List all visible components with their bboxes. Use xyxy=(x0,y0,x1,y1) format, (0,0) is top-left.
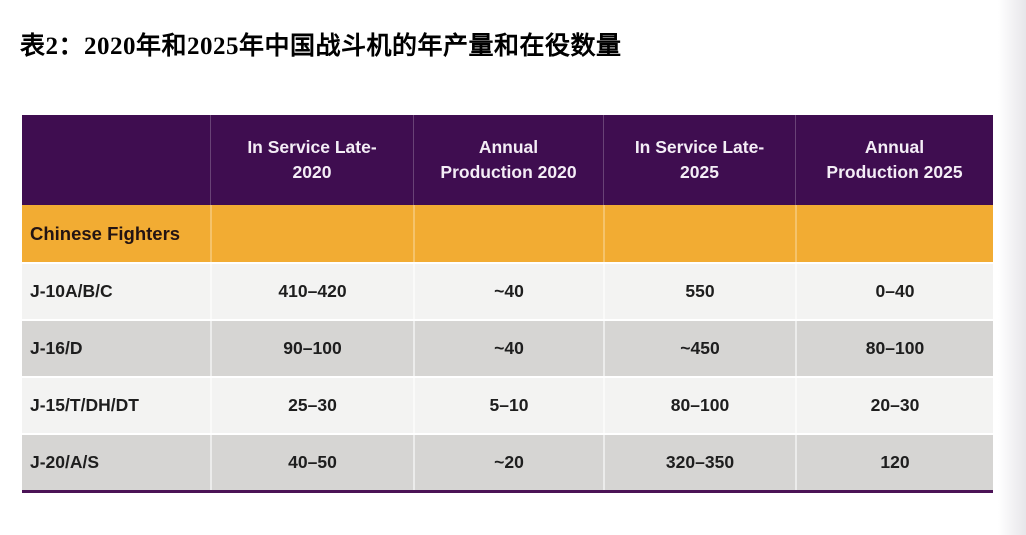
header-line: Annual xyxy=(478,137,539,157)
header-line: In Service Late- xyxy=(247,137,377,157)
cell-value: ~450 xyxy=(603,321,795,376)
cell-value: 20–30 xyxy=(795,378,993,433)
table-row: J-20/A/S 40–50 ~20 320–350 120 xyxy=(22,433,993,490)
fighters-table: In Service Late- 2020 Annual Production … xyxy=(22,115,993,493)
section-label: Chinese Fighters xyxy=(30,222,181,244)
header-cell-blank xyxy=(22,115,210,205)
header-line: 2025 xyxy=(680,162,719,182)
header-line: Production 2020 xyxy=(440,162,577,182)
cell-value: 550 xyxy=(603,264,795,319)
cell-value: 80–100 xyxy=(603,378,795,433)
cell-value: 320–350 xyxy=(603,435,795,490)
cell-value: ~40 xyxy=(413,264,603,319)
cell-value: 410–420 xyxy=(210,264,413,319)
table-row: J-10A/B/C 410–420 ~40 550 0–40 xyxy=(22,262,993,319)
cell-value: 120 xyxy=(795,435,993,490)
cell-value: 5–10 xyxy=(413,378,603,433)
table-row: J-16/D 90–100 ~40 ~450 80–100 xyxy=(22,319,993,376)
header-line: Annual xyxy=(864,137,925,157)
cell-value: 90–100 xyxy=(210,321,413,376)
cell-value: 40–50 xyxy=(210,435,413,490)
header-line: 2020 xyxy=(292,162,332,182)
table-header-row: In Service Late- 2020 Annual Production … xyxy=(22,115,993,205)
cell-value: 25–30 xyxy=(210,378,413,433)
row-label: J-15/T/DH/DT xyxy=(30,395,139,415)
row-label: J-20/A/S xyxy=(30,452,100,472)
cell-value: 80–100 xyxy=(795,321,993,376)
section-cell xyxy=(413,205,603,262)
row-label: J-16/D xyxy=(30,338,83,358)
section-cell xyxy=(210,205,413,262)
section-cell xyxy=(795,205,993,262)
header-line: Production 2025 xyxy=(826,162,963,182)
cell-value: ~20 xyxy=(413,435,603,490)
header-cell-in-service-2020: In Service Late- 2020 xyxy=(210,115,413,205)
header-cell-annual-production-2020: Annual Production 2020 xyxy=(413,115,603,205)
section-row: Chinese Fighters xyxy=(22,205,993,262)
page-edge-shadow xyxy=(998,0,1026,535)
section-cell: Chinese Fighters xyxy=(22,205,210,262)
row-label: J-10A/B/C xyxy=(30,281,113,301)
section-cell xyxy=(603,205,795,262)
header-cell-annual-production-2025: Annual Production 2025 xyxy=(795,115,993,205)
page-title: 表2：2020年和2025年中国战斗机的年产量和在役数量 xyxy=(20,33,622,60)
header-line: In Service Late- xyxy=(634,137,765,157)
cell-value: 0–40 xyxy=(795,264,993,319)
table-row: J-15/T/DH/DT 25–30 5–10 80–100 20–30 xyxy=(22,376,993,433)
header-cell-in-service-2025: In Service Late- 2025 xyxy=(603,115,795,205)
cell-value: ~40 xyxy=(413,321,603,376)
